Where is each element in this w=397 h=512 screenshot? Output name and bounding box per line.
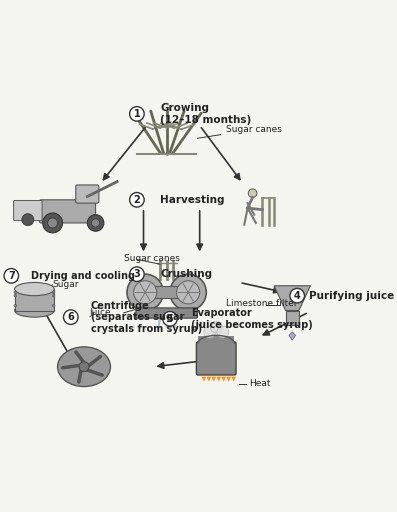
Circle shape: [290, 288, 304, 303]
Circle shape: [127, 274, 163, 311]
Text: Sugar: Sugar: [53, 280, 79, 289]
Circle shape: [52, 294, 55, 297]
Text: Purifying juice: Purifying juice: [309, 291, 394, 301]
Circle shape: [79, 362, 89, 372]
Circle shape: [52, 304, 55, 307]
Polygon shape: [221, 377, 226, 381]
FancyBboxPatch shape: [145, 286, 188, 298]
Text: Growing
(12–18 months): Growing (12–18 months): [160, 103, 251, 125]
Circle shape: [64, 310, 78, 325]
Text: 3: 3: [133, 269, 140, 279]
Circle shape: [4, 269, 19, 283]
Ellipse shape: [15, 283, 54, 295]
Text: Sugar canes: Sugar canes: [124, 254, 179, 263]
FancyBboxPatch shape: [285, 311, 299, 326]
Text: Drying and cooling: Drying and cooling: [31, 271, 135, 281]
Text: Crushing: Crushing: [160, 269, 212, 279]
Circle shape: [87, 215, 104, 231]
Ellipse shape: [15, 304, 54, 317]
Text: 6: 6: [67, 312, 74, 322]
Text: 4: 4: [294, 291, 301, 301]
Polygon shape: [206, 377, 211, 381]
Polygon shape: [226, 377, 231, 381]
FancyBboxPatch shape: [197, 342, 236, 375]
Text: Centrifuge
(separates sugar
crystals from syrup): Centrifuge (separates sugar crystals fro…: [91, 301, 202, 334]
FancyBboxPatch shape: [76, 185, 99, 203]
Polygon shape: [15, 289, 54, 311]
Circle shape: [170, 274, 206, 311]
Circle shape: [210, 321, 222, 333]
Text: 1: 1: [133, 109, 140, 119]
Circle shape: [134, 281, 157, 304]
Text: Juice: Juice: [90, 308, 111, 317]
Circle shape: [14, 294, 17, 297]
Polygon shape: [198, 336, 234, 344]
Circle shape: [130, 193, 144, 207]
Circle shape: [130, 106, 144, 121]
FancyBboxPatch shape: [13, 201, 42, 221]
Circle shape: [91, 219, 100, 227]
Circle shape: [43, 213, 63, 233]
Circle shape: [217, 326, 229, 338]
Circle shape: [48, 218, 58, 228]
Ellipse shape: [58, 347, 110, 387]
Polygon shape: [274, 286, 310, 311]
Circle shape: [248, 189, 257, 198]
Polygon shape: [289, 332, 295, 340]
Circle shape: [14, 291, 17, 294]
Polygon shape: [211, 377, 216, 381]
Text: Sugar canes: Sugar canes: [197, 125, 282, 138]
Text: Limestone filter: Limestone filter: [226, 300, 298, 308]
Polygon shape: [231, 377, 236, 381]
Circle shape: [204, 326, 216, 338]
Text: 7: 7: [8, 271, 15, 281]
Circle shape: [52, 291, 55, 294]
Text: Harvesting: Harvesting: [160, 195, 225, 205]
Circle shape: [163, 311, 177, 326]
Text: Heat: Heat: [249, 379, 271, 389]
Polygon shape: [201, 377, 206, 381]
FancyBboxPatch shape: [136, 308, 197, 318]
Polygon shape: [216, 377, 221, 381]
Text: 5: 5: [167, 314, 173, 324]
Circle shape: [130, 267, 144, 282]
Text: Evaporator
(juice becomes syrup): Evaporator (juice becomes syrup): [191, 308, 313, 330]
Circle shape: [14, 304, 17, 307]
FancyBboxPatch shape: [39, 200, 96, 223]
Circle shape: [177, 281, 200, 304]
Circle shape: [22, 214, 34, 226]
Text: 2: 2: [133, 195, 140, 205]
